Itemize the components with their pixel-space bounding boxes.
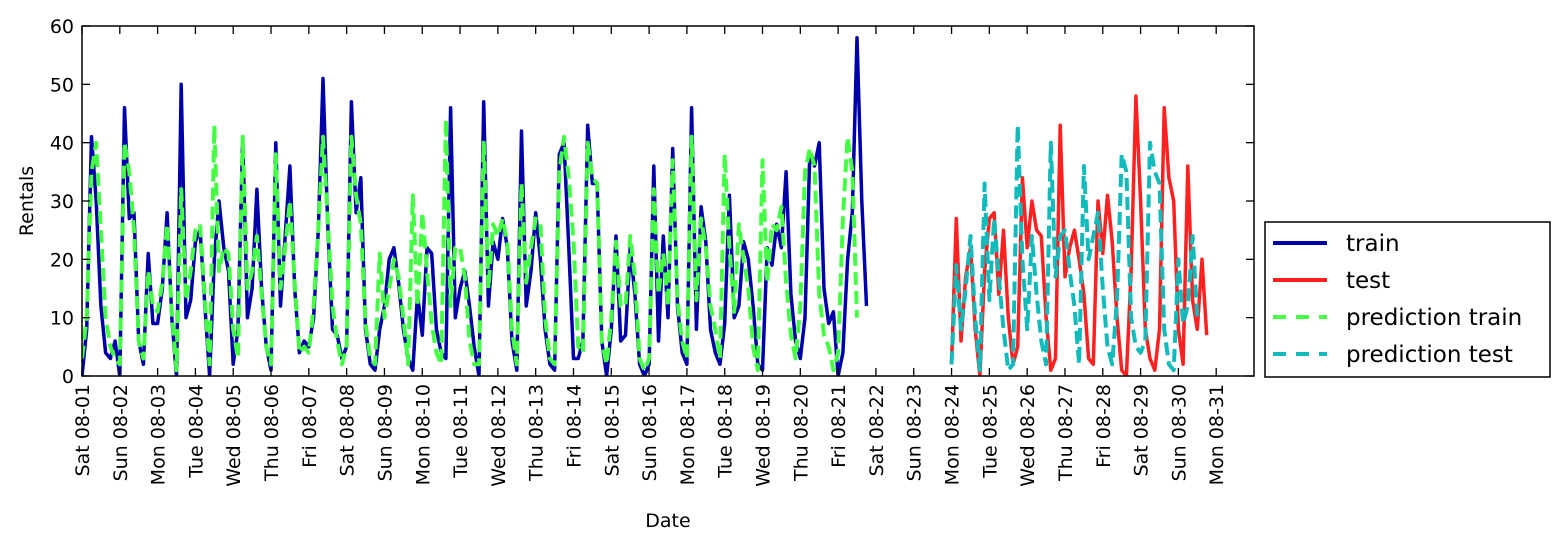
x-tick-label: Thu 08-27 [1055, 384, 1077, 482]
x-tick-label: Mon 08-10 [412, 384, 434, 485]
x-tick-label: Wed 08-26 [1017, 384, 1039, 487]
x-tick-label: Thu 08-13 [526, 384, 548, 482]
x-tick-label: Mon 08-17 [677, 384, 699, 485]
legend-label-prediction-train: prediction train [1346, 305, 1522, 331]
x-tick-label: Fri 08-28 [1093, 384, 1115, 468]
series-line-prediction-test [949, 123, 1200, 373]
y-tick-label: 40 [50, 133, 74, 155]
x-tick-label: Sat 08-08 [337, 384, 359, 476]
x-tick-label: Sun 08-09 [374, 384, 396, 481]
x-tick-label: Fri 08-14 [563, 384, 585, 468]
y-tick-label: 30 [50, 191, 74, 213]
x-tick-label: Sat 08-29 [1131, 384, 1153, 476]
y-axis-label: Rentals [16, 166, 38, 236]
x-tick-label: Sun 08-23 [904, 384, 926, 481]
legend-label-train: train [1346, 231, 1400, 257]
x-tick-label: Mon 08-24 [942, 384, 964, 485]
x-tick-label: Sun 08-16 [639, 384, 661, 481]
y-tick-label: 20 [50, 249, 74, 271]
y-tick-label: 10 [50, 308, 74, 330]
legend-label-test: test [1346, 268, 1390, 294]
series-layer [82, 35, 1209, 376]
x-tick-label: Tue 08-04 [185, 384, 207, 479]
x-tick-label: Wed 08-19 [753, 384, 775, 487]
x-tick-label: Fri 08-21 [828, 384, 850, 468]
series-line-train [82, 35, 869, 376]
legend-items: train test prediction train prediction test [1273, 231, 1522, 368]
y-tick-label: 50 [50, 74, 74, 96]
legend-label-prediction-test: prediction test [1346, 342, 1513, 368]
y-tick-label: 0 [62, 366, 74, 388]
x-tick-label: Tue 08-18 [715, 384, 737, 479]
x-tick-label: Mon 08-03 [148, 384, 170, 485]
ticks-layer: 0 10 20 30 40 50 60 Sat 08-01 Sun 08-02 Mon 08-03… [50, 16, 1254, 487]
x-tick-label: Sat 08-22 [866, 384, 888, 476]
legend: train test prediction train prediction test [1264, 221, 1551, 378]
legend-frame [1264, 221, 1551, 378]
y-tick-label: 60 [50, 16, 74, 38]
x-tick-label: Sat 08-01 [72, 384, 94, 476]
x-tick-label: Sun 08-30 [1168, 384, 1190, 481]
x-tick-label: Thu 08-20 [790, 384, 812, 482]
x-tick-label: Thu 08-06 [261, 384, 283, 482]
series-line-test [949, 94, 1209, 376]
x-tick-label: Wed 08-05 [223, 384, 245, 487]
x-tick-label: Fri 08-07 [299, 384, 321, 468]
x-tick-label: Tue 08-11 [450, 384, 472, 479]
x-tick-label: Sun 08-02 [110, 384, 132, 481]
x-axis-label: Date [645, 510, 690, 532]
series-line-prediction-train [82, 117, 859, 373]
x-tick-label: Tue 08-25 [979, 384, 1001, 479]
x-tick-label: Wed 08-12 [488, 384, 510, 487]
x-tick-label: Sat 08-15 [601, 384, 623, 476]
x-tick-label: Mon 08-31 [1206, 384, 1228, 485]
